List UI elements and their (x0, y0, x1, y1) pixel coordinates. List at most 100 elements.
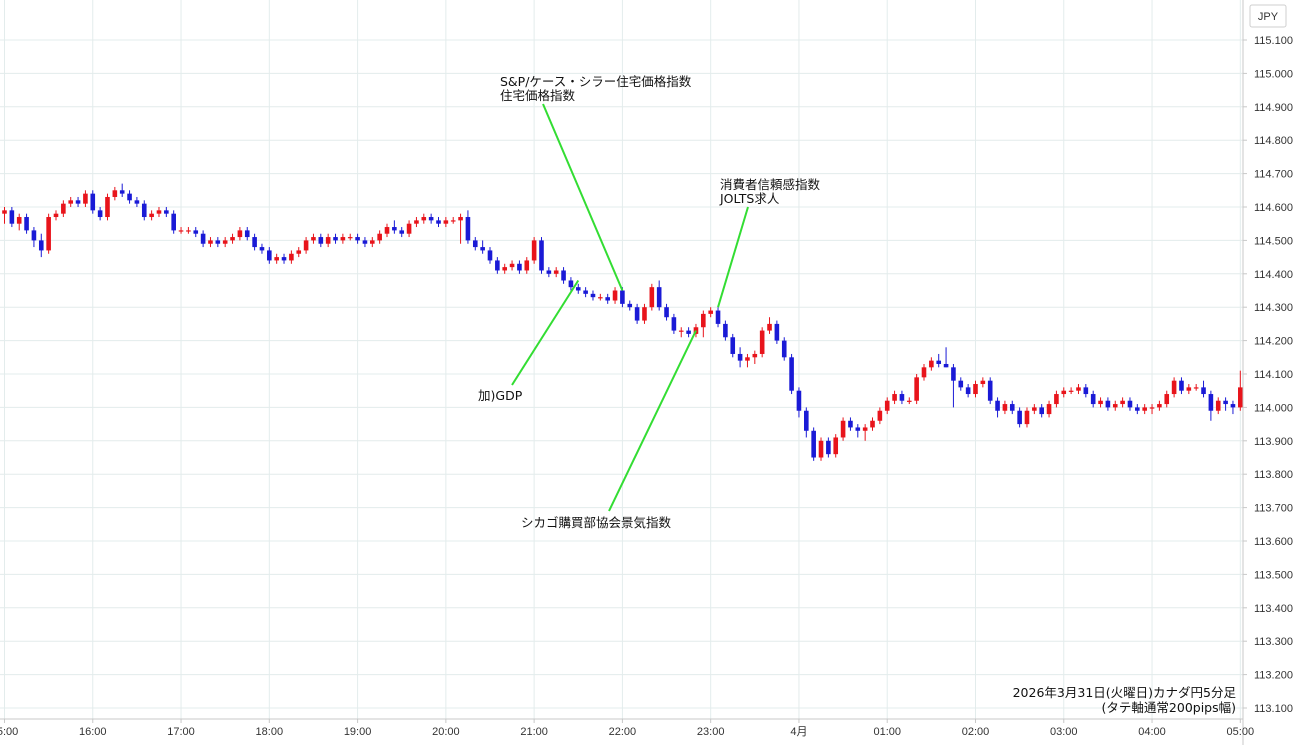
candle-body (833, 437, 839, 455)
candle-body (781, 340, 787, 358)
y-tick-label: 114.900 (1254, 102, 1293, 114)
candle-body (289, 253, 294, 261)
candle-body (818, 440, 824, 458)
candle-body (1076, 387, 1081, 391)
candle-body (862, 427, 868, 431)
x-tick-label: 15:00 (0, 726, 18, 738)
y-tick-label: 114.200 (1254, 336, 1293, 348)
candle-body (325, 237, 331, 244)
annotation-label: 加)GDP (478, 388, 523, 403)
candle-body (208, 240, 213, 244)
candle-body (914, 377, 919, 401)
x-tick-label: 18:00 (256, 726, 284, 738)
candle-body (899, 394, 905, 401)
candle-body (855, 427, 861, 431)
candle-body (1024, 410, 1030, 425)
candle-body (936, 360, 942, 364)
candle-body (590, 293, 596, 298)
candle-body (472, 240, 478, 248)
candle-body (450, 220, 456, 222)
candle-body (598, 297, 603, 299)
candle-body (987, 380, 993, 401)
y-tick-label: 114.400 (1254, 269, 1293, 281)
annotation-label: JOLTS求人 (719, 191, 780, 206)
candle-body (1120, 400, 1125, 405)
candle-body (701, 313, 706, 328)
candle-body (53, 213, 59, 218)
candle-body (9, 210, 15, 224)
candle-body (804, 410, 809, 431)
x-tick-label: 02:00 (962, 726, 990, 738)
candle-body (774, 323, 780, 341)
candle-body (583, 290, 588, 294)
y-tick-label: 113.800 (1254, 469, 1293, 481)
candle-body (399, 230, 405, 234)
candle-body (1046, 404, 1052, 415)
candle-body (620, 290, 625, 304)
candle-body (1090, 394, 1096, 405)
candle-body (1215, 400, 1221, 411)
candle-body (1009, 404, 1015, 411)
candle-body (789, 357, 794, 391)
candle-body (973, 384, 978, 395)
candle-body (517, 263, 522, 271)
annotation-line (542, 103, 624, 291)
candle-body (127, 193, 132, 201)
candle-body (186, 230, 191, 232)
candle-body (892, 394, 897, 401)
candle-body (178, 230, 184, 232)
candle-body (811, 430, 816, 458)
candle-body (1164, 394, 1170, 405)
y-tick-label: 114.700 (1254, 169, 1293, 181)
candle-body (303, 240, 309, 251)
chart-caption: 2026年3月31日(火曜日)カナダ円5分足 (タテ軸通常200pips幅) (1013, 685, 1237, 715)
candle-body (259, 247, 265, 251)
candle-body (1112, 404, 1118, 408)
x-tick-label: 03:00 (1050, 726, 1078, 738)
y-tick-label: 114.600 (1254, 202, 1293, 214)
candle-body (708, 310, 713, 314)
candle-body (1017, 410, 1022, 425)
candle-body (671, 317, 677, 331)
candle-body (156, 210, 162, 214)
candle-body (921, 367, 927, 378)
candle-body (943, 363, 949, 368)
candle-body (355, 237, 360, 241)
candle-body (1201, 387, 1206, 395)
candle-body (24, 217, 29, 231)
candle-body (1208, 394, 1214, 411)
candle-body (318, 237, 324, 244)
candle-body (767, 323, 772, 331)
candle-body (995, 400, 1000, 411)
y-tick-label: 114.100 (1254, 369, 1293, 381)
x-tick-label: 17:00 (167, 726, 195, 738)
x-tick-label: 16:00 (79, 726, 107, 738)
price-axis: JPY 115.100 115.000 114.900 114.800 114.700 1… (1242, 0, 1300, 745)
candle-body (68, 200, 74, 204)
candle-body (1186, 387, 1192, 391)
candle-body (164, 210, 169, 214)
candle-body (929, 360, 934, 368)
y-tick-label: 113.300 (1254, 636, 1293, 648)
candle-body (575, 287, 581, 291)
candle-body (480, 247, 485, 251)
x-tick-label: 19:00 (344, 726, 372, 738)
candle-body (627, 303, 633, 308)
y-tick-label: 113.700 (1254, 503, 1293, 515)
grid-lines (0, 0, 1243, 719)
candle-body (61, 203, 66, 214)
candle-body (1179, 380, 1184, 391)
caption-line-2: (タテ軸通常200pips幅) (1102, 700, 1236, 715)
candle-body (193, 230, 199, 234)
x-tick-label: 04:00 (1138, 726, 1166, 738)
candle-body (826, 440, 831, 455)
x-tick-label: 23:00 (697, 726, 725, 738)
candle-body (311, 237, 316, 241)
candle-body (877, 410, 883, 421)
candle-body (642, 307, 647, 321)
candle-body (752, 353, 758, 358)
candle-body (495, 260, 500, 271)
candle-body (502, 267, 508, 271)
candle-body (531, 240, 537, 261)
